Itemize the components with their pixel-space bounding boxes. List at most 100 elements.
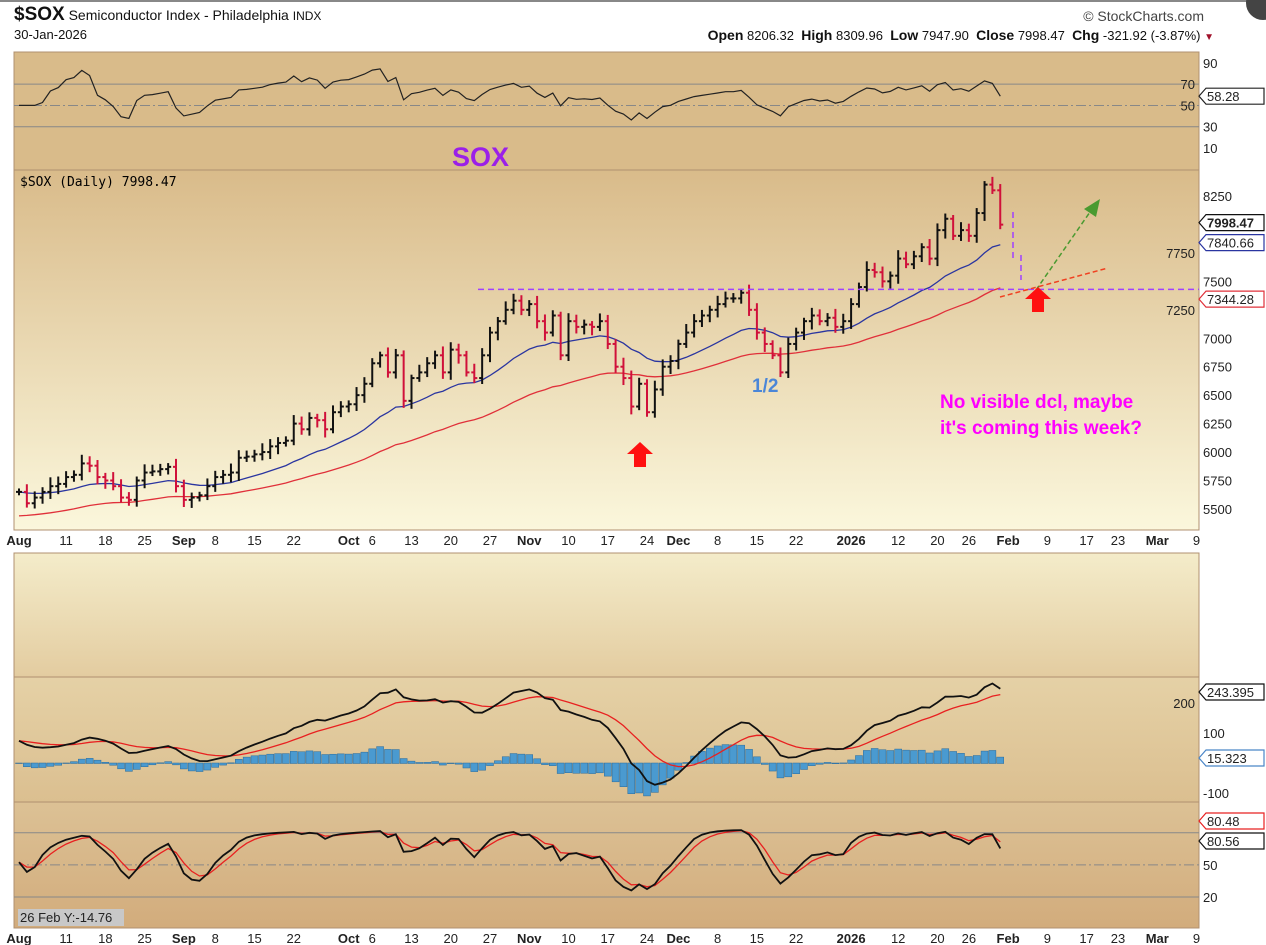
- macd-histogram-bar: [250, 755, 259, 764]
- price-bar: [494, 316, 501, 341]
- date-tick-label: 24: [640, 533, 654, 548]
- date-tick-label: 17: [601, 533, 615, 548]
- macd-histogram-bar: [596, 762, 604, 774]
- price-tick-label: 6000: [1203, 445, 1232, 460]
- price-bar: [70, 470, 77, 482]
- macd-histogram-bar: [666, 762, 675, 779]
- macd-histogram-bar: [721, 744, 730, 764]
- price-bar: [596, 313, 603, 332]
- price-tick-label: 8250: [1203, 189, 1232, 204]
- chart-date: 30-Jan-2026: [14, 27, 87, 42]
- macd-histogram-bar: [227, 762, 235, 764]
- date-tick-label: Oct: [338, 931, 360, 945]
- macd-line: [18, 682, 1001, 786]
- date-tick-label: 15: [247, 931, 261, 945]
- stoch-tick-label: 20: [1203, 890, 1217, 905]
- price-bar: [518, 295, 525, 316]
- macd-histogram-bar: [78, 758, 86, 764]
- price-bar: [212, 470, 219, 492]
- stoch-d-tag: 80.48: [1207, 814, 1240, 829]
- price-bar: [251, 449, 258, 462]
- macd-histogram-bar: [635, 762, 643, 794]
- price-bar: [141, 464, 148, 489]
- macd-histogram-bar: [745, 749, 753, 764]
- macd-histogram-bar: [737, 744, 745, 764]
- price-bar: [259, 443, 266, 461]
- date-tick-label: 20: [444, 533, 458, 548]
- price-bar: [918, 243, 925, 263]
- macd-histogram-bar: [454, 762, 463, 765]
- date-tick-label: 23: [1111, 931, 1125, 945]
- macd-histogram-bar: [533, 758, 541, 764]
- ma-short-tag-box: [1198, 234, 1265, 252]
- date-tick-label: 22: [789, 931, 803, 945]
- macd-histogram-bar: [831, 762, 840, 764]
- price-bar: [816, 309, 823, 326]
- date-tick-label: 24: [640, 931, 654, 945]
- price-bar: [447, 342, 454, 380]
- macd-histogram-bar: [753, 756, 761, 764]
- stoch-tick-label: 50: [1203, 858, 1217, 873]
- macd-histogram-bar: [549, 762, 557, 766]
- price-bar: [973, 208, 980, 243]
- macd-histogram-bar: [431, 761, 439, 764]
- macd-histogram-bar: [156, 762, 165, 764]
- macd-histogram-bar: [839, 762, 847, 764]
- price-bar: [377, 351, 384, 368]
- macd-histogram-bar: [242, 756, 251, 764]
- price-bar: [903, 251, 910, 269]
- date-tick-label: 20: [930, 931, 944, 945]
- date-tick-label: 27: [483, 533, 497, 548]
- price-bar: [808, 307, 815, 330]
- macd-histogram-bar: [706, 747, 714, 764]
- price-bar: [345, 400, 352, 413]
- macd-histogram-bar: [580, 762, 588, 774]
- date-tick-label: 18: [98, 533, 112, 548]
- stoch-k-tag: 80.56: [1207, 834, 1240, 849]
- price-bar: [471, 363, 478, 384]
- price-bar: [243, 450, 250, 462]
- date-tick-label: 17: [601, 931, 615, 945]
- price-bar: [895, 250, 902, 284]
- date-tick-label: 2026: [837, 931, 866, 945]
- price-bar: [479, 348, 486, 384]
- date-tick-label: 26: [962, 533, 976, 548]
- price-bar: [502, 301, 509, 325]
- window-top-border: [0, 0, 1266, 2]
- brand[interactable]: © StockCharts.com: [1083, 8, 1204, 24]
- macd-histogram-bar: [195, 762, 204, 772]
- price-bar: [981, 181, 988, 221]
- price-bar: [353, 387, 360, 411]
- price-bar: [384, 347, 391, 378]
- macd-histogram-bar: [392, 749, 400, 764]
- macd-histogram-bar: [133, 762, 141, 770]
- date-tick-label: Oct: [338, 533, 360, 548]
- price-bar: [730, 293, 737, 303]
- price-bar: [23, 484, 30, 508]
- date-tick-label: 22: [287, 931, 301, 945]
- price-bar: [133, 476, 140, 507]
- macd-histogram-bar: [541, 762, 549, 765]
- stoch-k-line: [18, 829, 1002, 892]
- macd-histogram-bar: [925, 752, 934, 764]
- corner-knob-icon[interactable]: [1246, 0, 1266, 20]
- macd-histogram-bar: [85, 758, 94, 764]
- open-label: Open: [707, 27, 744, 43]
- rsi-tick-label: 50: [1181, 98, 1195, 113]
- macd-tag: 243.395: [1207, 685, 1254, 700]
- green-arrow-icon: [1084, 199, 1100, 217]
- macd-histogram-bar: [988, 750, 997, 764]
- price-bar: [267, 439, 274, 459]
- macd-histogram-bar: [297, 751, 306, 764]
- note-line-1: No visible dcl, maybe: [940, 392, 1133, 413]
- date-tick-label: Sep: [172, 931, 196, 945]
- date-tick-label: 13: [404, 931, 418, 945]
- date-tick-label: 18: [98, 931, 112, 945]
- macd-histogram-bar: [148, 762, 157, 766]
- macd-histogram-bar: [423, 762, 431, 764]
- macd-histogram-bar: [172, 762, 180, 766]
- price-bar: [761, 327, 768, 352]
- macd-histogram-bar: [800, 762, 808, 770]
- price-bar: [157, 463, 164, 476]
